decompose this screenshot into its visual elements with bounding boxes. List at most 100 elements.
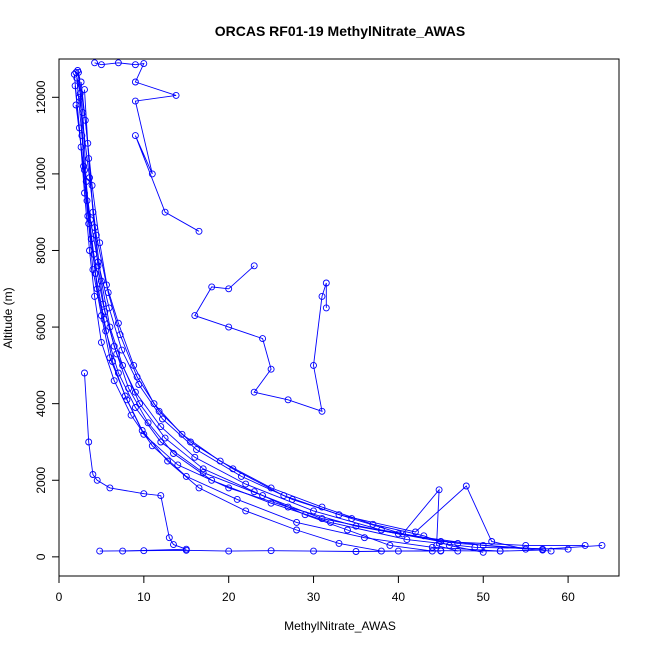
data-point-7-7 (138, 427, 146, 434)
data-point-10-5 (310, 547, 317, 555)
data-point-9-1 (225, 285, 233, 293)
data-point-5-10 (301, 511, 309, 519)
data-point-13-9 (237, 472, 245, 480)
data-point-9-4 (225, 323, 233, 331)
data-point-13-7 (159, 415, 166, 423)
series-line-5 (84, 89, 433, 552)
data-point-9-10 (310, 361, 317, 369)
data-point-10-3 (225, 547, 233, 555)
data-point-3-8 (191, 453, 199, 461)
data-point-12-10 (318, 503, 326, 511)
data-point-8-6 (172, 91, 180, 99)
data-point-7-3 (92, 270, 99, 277)
data-point-8-7 (131, 97, 139, 105)
data-point-9-5 (259, 335, 267, 343)
data-point-5-4 (106, 323, 114, 331)
data-point-9-2 (208, 283, 216, 291)
data-point-3-0 (77, 78, 85, 86)
data-point-6-11 (335, 511, 343, 519)
data-point-10-9 (496, 547, 504, 555)
y-tick-label-6: 12000 (34, 80, 48, 114)
x-tick-label-1: 10 (137, 590, 151, 604)
data-point-11-4 (106, 484, 114, 492)
data-point-5-3 (97, 277, 105, 285)
data-point-8-2 (114, 59, 122, 67)
y-tick-label-5: 10000 (34, 157, 48, 191)
data-point-10-8 (437, 547, 445, 555)
data-point-8-5 (131, 78, 139, 86)
data-point-13-1 (80, 162, 88, 170)
data-point-3-11 (377, 526, 385, 534)
data-point-8-4 (140, 60, 148, 68)
data-point-6-14 (488, 538, 496, 545)
data-point-10-6 (352, 548, 360, 555)
data-point-11-6 (157, 492, 165, 500)
data-point-11-10 (119, 547, 127, 555)
data-point-7-5 (109, 358, 116, 365)
data-point-5-6 (136, 400, 144, 408)
series-layer (70, 59, 606, 556)
data-point-4-6 (125, 384, 133, 392)
series-10 (96, 546, 547, 555)
data-point-7-11 (293, 526, 301, 534)
x-tick-label-0: 0 (56, 590, 63, 604)
data-point-13-15 (454, 547, 462, 555)
series-2 (70, 70, 504, 555)
data-point-1-6 (114, 369, 122, 377)
data-point-10-0 (96, 547, 104, 555)
data-point-4-14 (564, 545, 572, 553)
series-line-0 (75, 72, 586, 546)
data-point-5-12 (386, 541, 394, 549)
data-point-13-8 (193, 446, 200, 454)
data-point-2-9 (182, 472, 190, 480)
series-line-11 (84, 372, 187, 552)
x-tick-label-4: 40 (392, 590, 406, 604)
data-point-9-6 (267, 365, 275, 373)
series-11 (81, 369, 190, 555)
series-line-9 (194, 265, 327, 412)
data-point-3-12 (454, 539, 462, 547)
data-point-4-8 (170, 450, 177, 457)
data-point-13-11 (348, 515, 356, 523)
series-8 (91, 59, 203, 235)
data-point-2-4 (91, 292, 99, 300)
data-point-8-11 (195, 227, 203, 235)
series-12 (75, 93, 487, 556)
data-point-8-8 (148, 170, 156, 178)
series-3 (77, 78, 606, 553)
data-point-11-7 (165, 534, 173, 542)
data-point-0-15 (581, 541, 589, 549)
data-point-7-10 (242, 507, 250, 515)
data-point-10-7 (394, 547, 402, 555)
series-line-2 (73, 74, 501, 552)
data-point-9-3 (191, 312, 199, 320)
data-point-11-8 (170, 541, 177, 549)
data-point-5-7 (161, 434, 169, 442)
data-point-13-5 (118, 346, 126, 354)
data-point-5-5 (119, 361, 127, 369)
data-point-3-10 (310, 507, 317, 515)
data-point-4-9 (208, 476, 216, 484)
data-point-11-9 (182, 545, 190, 553)
data-point-2-10 (233, 495, 241, 503)
series-1 (74, 67, 555, 555)
data-point-13-4 (105, 304, 113, 312)
data-point-7-4 (100, 315, 108, 323)
data-point-2-6 (110, 377, 118, 385)
series-13 (72, 101, 462, 555)
data-point-8-1 (97, 61, 105, 69)
data-point-9-0 (250, 262, 258, 270)
data-point-10-10 (539, 546, 547, 554)
data-point-8-10 (161, 208, 169, 216)
data-point-5-9 (250, 488, 258, 496)
data-point-8-9 (131, 132, 139, 140)
data-point-3-5 (113, 350, 121, 358)
data-point-6-15 (522, 545, 530, 553)
y-tick-label-2: 4000 (34, 390, 48, 417)
data-point-2-2 (81, 189, 88, 197)
data-point-6-0 (75, 68, 82, 76)
data-point-13-10 (288, 495, 296, 503)
y-tick-label-3: 6000 (34, 313, 48, 340)
data-point-4-12 (403, 536, 411, 544)
data-point-4-5 (110, 342, 118, 350)
